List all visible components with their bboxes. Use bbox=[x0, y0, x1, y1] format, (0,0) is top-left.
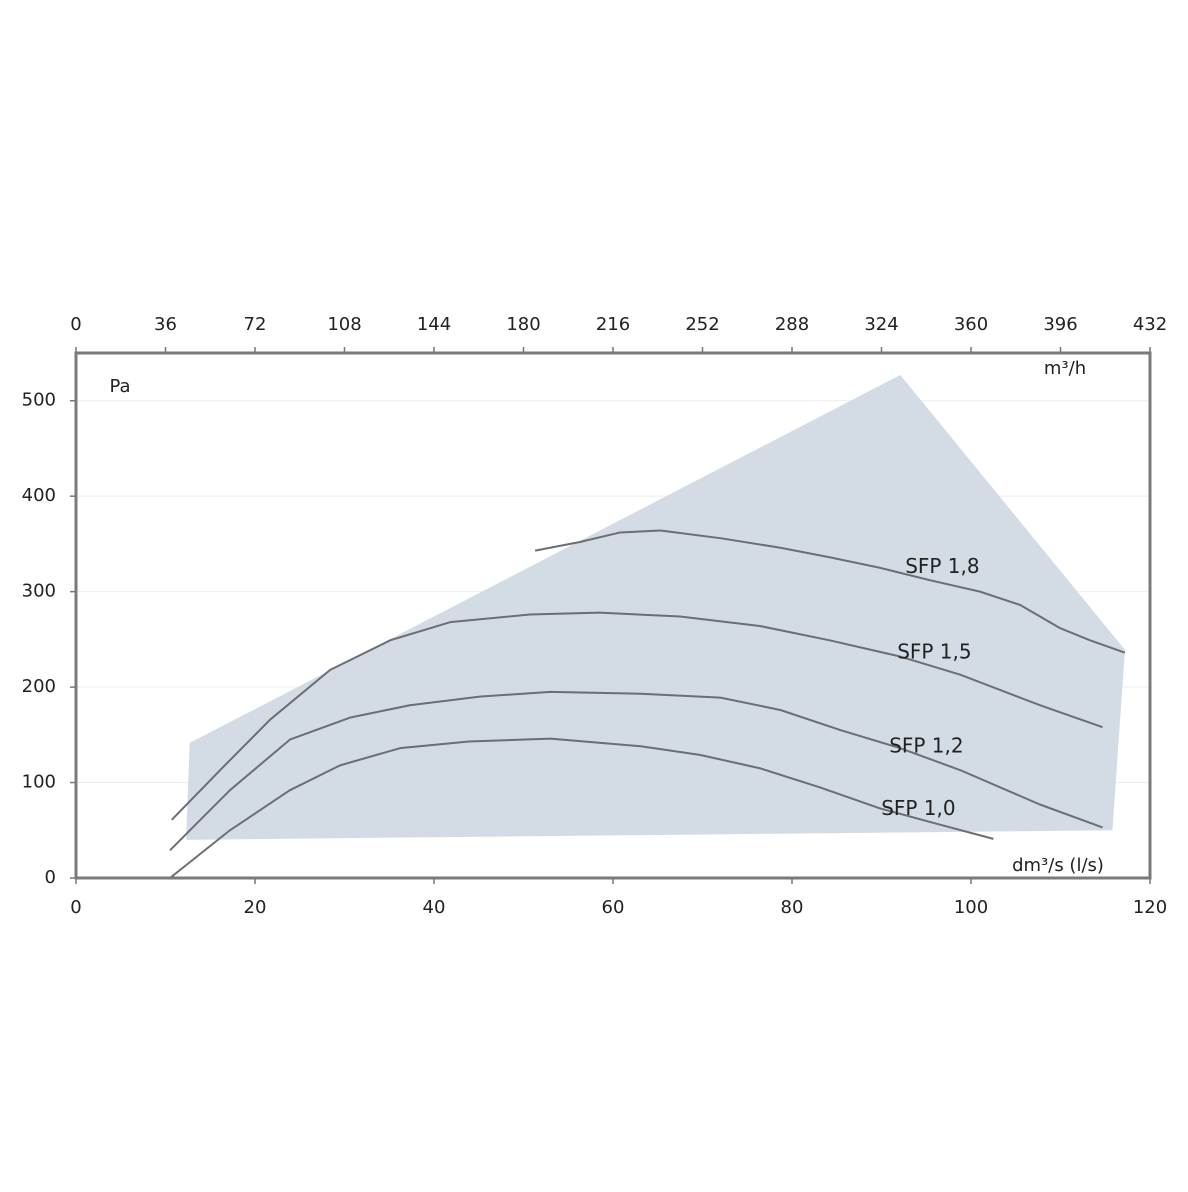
sfp-curve bbox=[534, 529, 1126, 654]
x2-tick-label: 432 bbox=[1133, 314, 1167, 335]
y-tick-label: 200 bbox=[22, 676, 56, 697]
x-tick-label: 60 bbox=[602, 897, 625, 918]
y-tick-label: 100 bbox=[22, 772, 56, 793]
x-tick-label: 20 bbox=[244, 897, 267, 918]
x-tick-label: 0 bbox=[70, 897, 81, 918]
x2-tick-label: 324 bbox=[864, 314, 898, 335]
x-tick-label: 120 bbox=[1133, 897, 1167, 918]
x2-tick-label: 144 bbox=[417, 314, 451, 335]
x2-tick-label: 288 bbox=[775, 314, 809, 335]
series-label: SFP 1,5 bbox=[897, 640, 971, 664]
x2-tick-label: 180 bbox=[506, 314, 540, 335]
y-tick-label: 400 bbox=[22, 485, 56, 506]
x2-tick-label: 36 bbox=[154, 314, 177, 335]
x-tick-label: 40 bbox=[423, 897, 446, 918]
y-tick-label: 0 bbox=[45, 867, 56, 888]
sfp-curve bbox=[171, 611, 1103, 821]
x2-tick-label: 72 bbox=[244, 314, 267, 335]
y-tick-label: 300 bbox=[22, 581, 56, 602]
x2-tick-label: 360 bbox=[954, 314, 988, 335]
y-tick-label: 500 bbox=[22, 390, 56, 411]
x2-axis-label: m³/h bbox=[1044, 358, 1086, 379]
operating-range bbox=[186, 374, 1125, 840]
series-label: SFP 1,0 bbox=[881, 796, 955, 820]
x2-tick-label: 0 bbox=[70, 314, 81, 335]
sfp-curve bbox=[169, 690, 1103, 852]
sfp-curve bbox=[169, 737, 994, 879]
y-axis-label: Pa bbox=[109, 376, 130, 397]
x2-tick-label: 252 bbox=[685, 314, 719, 335]
series-label: SFP 1,2 bbox=[889, 733, 963, 757]
x2-tick-label: 108 bbox=[327, 314, 361, 335]
x2-tick-label: 216 bbox=[596, 314, 630, 335]
x-tick-label: 80 bbox=[781, 897, 804, 918]
series-label: SFP 1,8 bbox=[905, 554, 979, 578]
x2-tick-label: 396 bbox=[1043, 314, 1077, 335]
x-axis-label: dm³/s (l/s) bbox=[1012, 855, 1104, 876]
x-tick-label: 100 bbox=[954, 897, 988, 918]
